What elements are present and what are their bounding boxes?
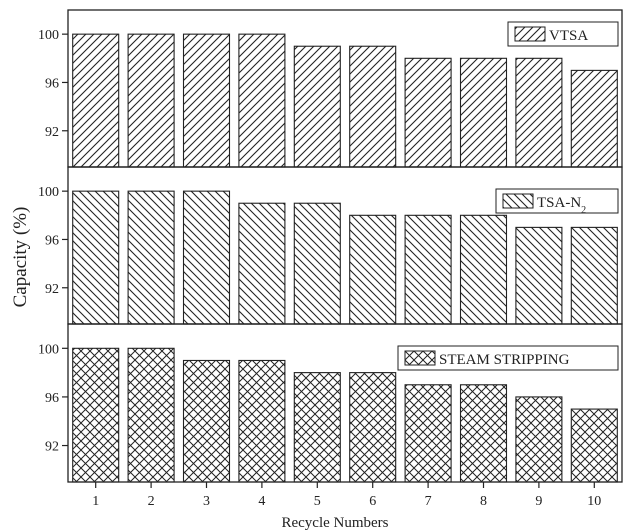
x-axis: 1 2 3 4 5 6 7 8 9 10 [92,482,601,509]
y-tick-label: 92 [45,282,59,297]
legend: TSA-N2 [495,188,619,216]
legend: VTSA [507,21,619,47]
panel-2: 92 96 100 TSA-N2 [38,166,623,325]
legend-swatch [514,26,546,42]
y-tick-label: 92 [45,440,59,455]
bar [238,33,286,168]
bar [127,347,175,483]
panel-3: 92 96 100 STEAM STRIPPING [38,323,623,483]
y-tick-label: 100 [38,342,59,357]
y-tick-label: 100 [38,28,59,43]
bar [293,372,341,483]
bar [515,57,563,168]
bar [349,214,397,325]
panel-frame [67,323,623,483]
bar [127,33,175,168]
legend-swatch [404,350,436,366]
y-axis-label: Capacity (%) [10,207,31,308]
legend-label: STEAM STRIPPING [439,352,570,368]
bar [459,384,508,483]
bar [182,33,231,168]
bar [515,226,563,325]
bar [182,359,231,483]
bar [127,190,175,325]
bar [238,202,286,325]
bar [570,226,618,325]
y-tick-label: 96 [45,233,59,248]
bar [72,347,120,483]
bar [459,214,508,325]
x-tick-label: 4 [258,494,265,509]
x-tick-label: 1 [92,494,99,509]
legend-swatch [502,193,534,209]
bar [515,396,563,483]
legend-label: TSA-N2 [537,195,586,216]
y-tick-label: 96 [45,391,59,406]
x-tick-label: 3 [203,494,210,509]
bar [459,57,508,168]
bar [72,33,120,168]
bar [182,190,231,325]
x-tick-label: 5 [314,494,321,509]
x-tick-label: 2 [148,494,155,509]
bar [404,214,452,325]
x-tick-label: 9 [535,494,542,509]
bar [293,202,341,325]
legend: STEAM STRIPPING [397,345,619,371]
bar [404,384,452,483]
x-tick-label: 10 [587,494,601,509]
x-tick-label: 8 [480,494,487,509]
bar [349,372,397,483]
bar [349,45,397,168]
panel-1: 92 96 100 VTSA [38,9,623,168]
y-tick-label: 100 [38,185,59,200]
x-axis-label: Recycle Numbers [281,515,388,531]
y-tick-label: 92 [45,125,59,140]
x-tick-label: 7 [425,494,432,509]
bar [72,190,120,325]
bar [404,57,452,168]
bar [293,45,341,168]
legend-label: VTSA [549,28,588,44]
bar [238,359,286,483]
panels-layer: 92 96 100 VTSA 92 96 100 TSA-N2 92 96 100 STEAM STR… [38,9,623,483]
x-tick-label: 6 [369,494,376,509]
bar [570,408,618,483]
y-tick-label: 96 [45,76,59,91]
bar [570,69,618,168]
